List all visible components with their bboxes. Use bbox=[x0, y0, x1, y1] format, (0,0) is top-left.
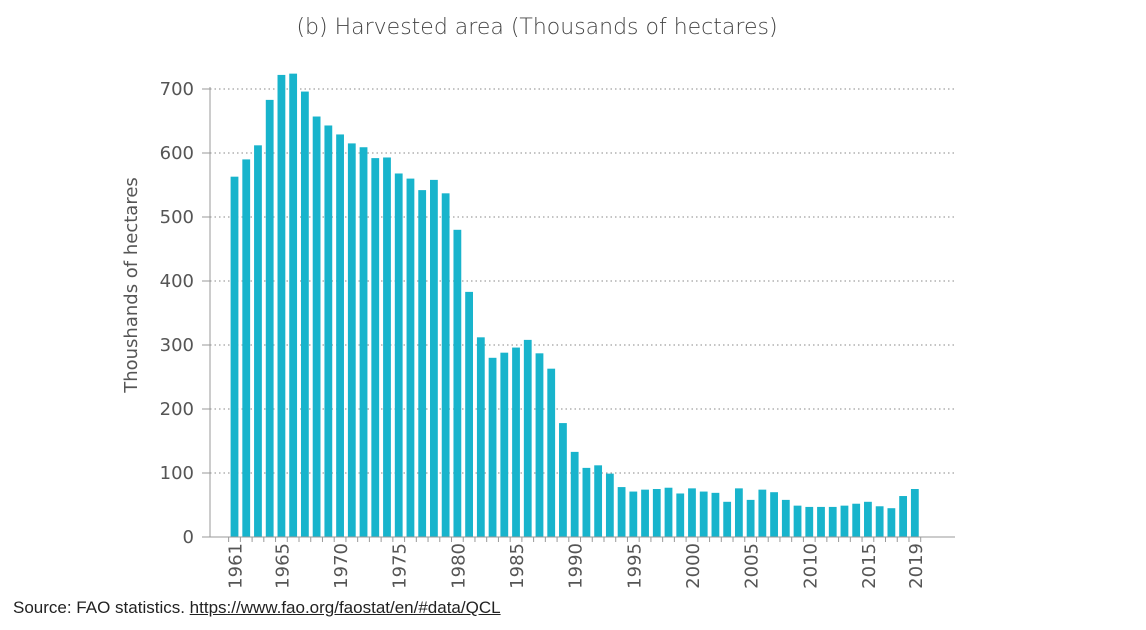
bar-1968 bbox=[312, 116, 321, 538]
chart: (b) Harvested area (Thousands of hectare… bbox=[121, 15, 955, 589]
bar-1983 bbox=[488, 357, 497, 537]
bar-1998 bbox=[664, 487, 673, 537]
x-tick-label: 1990 bbox=[566, 543, 587, 589]
x-tick-label: 1961 bbox=[226, 543, 247, 589]
y-tick-label: 0 bbox=[183, 527, 194, 548]
bar-1974 bbox=[383, 157, 391, 538]
x-tick-label: 1985 bbox=[507, 543, 528, 589]
bar-1992 bbox=[594, 465, 603, 537]
bar-2015 bbox=[864, 501, 872, 537]
bar-2010 bbox=[805, 506, 814, 537]
bar-1979 bbox=[441, 193, 450, 537]
bar-2017 bbox=[887, 508, 896, 537]
bar-1984 bbox=[500, 352, 509, 537]
bar-1977 bbox=[418, 190, 427, 537]
source-link[interactable]: https://www.fao.org/faostat/en/#data/QCL bbox=[189, 598, 501, 617]
bar-2016 bbox=[875, 506, 884, 537]
bar-1973 bbox=[371, 158, 380, 537]
x-tick-label: 2019 bbox=[906, 543, 927, 589]
bar-1962 bbox=[242, 159, 251, 537]
bar-1985 bbox=[512, 347, 520, 537]
y-axis-label: Thoushands of hectares bbox=[121, 177, 142, 394]
bar-2014 bbox=[852, 503, 861, 537]
bar-1965 bbox=[277, 74, 286, 538]
bar-1967 bbox=[300, 91, 309, 537]
x-tick-label: 1995 bbox=[624, 543, 645, 589]
bar-1963 bbox=[254, 145, 262, 537]
bar-1964 bbox=[265, 99, 274, 537]
bar-1976 bbox=[406, 178, 415, 537]
bar-1981 bbox=[465, 291, 473, 537]
bar-2008 bbox=[781, 499, 790, 537]
bar-1997 bbox=[652, 489, 661, 537]
bar-1982 bbox=[476, 337, 485, 537]
bar-1961 bbox=[230, 176, 239, 537]
bars bbox=[230, 73, 919, 538]
bar-2009 bbox=[793, 505, 802, 537]
x-tick-label: 2005 bbox=[742, 543, 763, 589]
bar-1978 bbox=[430, 179, 438, 537]
bar-1993 bbox=[605, 473, 614, 537]
bar-1971 bbox=[347, 143, 356, 537]
y-tick-label: 200 bbox=[160, 399, 194, 420]
bar-2000 bbox=[688, 488, 696, 537]
bar-1972 bbox=[359, 147, 368, 538]
y-tick-label: 500 bbox=[160, 207, 194, 228]
bar-1970 bbox=[336, 134, 344, 537]
y-tick-label: 300 bbox=[160, 335, 194, 356]
bar-1966 bbox=[289, 73, 298, 537]
bar-2001 bbox=[699, 491, 708, 537]
x-tick-label: 2000 bbox=[683, 543, 704, 589]
bar-1990 bbox=[570, 451, 579, 537]
y-tick-label: 100 bbox=[160, 463, 194, 484]
bar-2012 bbox=[828, 506, 837, 537]
source-text: Source: FAO statistics. bbox=[13, 598, 190, 617]
x-tick-label: 2015 bbox=[859, 543, 880, 589]
x-tick-label: 1970 bbox=[331, 543, 352, 589]
bar-2002 bbox=[711, 492, 720, 537]
chart-title: (b) Harvested area (Thousands of hectare… bbox=[296, 15, 777, 40]
grid-lines bbox=[210, 88, 955, 474]
y-tick-label: 400 bbox=[160, 271, 194, 292]
bar-2011 bbox=[817, 506, 825, 537]
bar-1996 bbox=[641, 489, 649, 537]
bar-1991 bbox=[582, 467, 591, 537]
bar-2013 bbox=[840, 505, 849, 537]
bar-1999 bbox=[676, 493, 685, 537]
bar-2007 bbox=[770, 492, 778, 537]
x-tick-label: 1965 bbox=[272, 543, 293, 589]
y-ticks: 0 100 200 300 400 500 600 700 bbox=[160, 79, 210, 548]
bar-1995 bbox=[629, 491, 638, 537]
bar-1989 bbox=[559, 423, 567, 537]
bar-1969 bbox=[324, 125, 333, 537]
bar-1994 bbox=[617, 487, 626, 537]
bar-2018 bbox=[899, 496, 908, 537]
bar-2005 bbox=[746, 499, 755, 537]
x-tick-label: 1975 bbox=[390, 543, 411, 589]
bar-1988 bbox=[547, 368, 556, 537]
y-tick-label: 700 bbox=[160, 79, 194, 100]
bar-1986 bbox=[523, 339, 532, 537]
bar-1980 bbox=[453, 229, 462, 538]
source-note: Source: FAO statistics. https://www.fao.… bbox=[13, 598, 501, 618]
bar-1975 bbox=[394, 173, 403, 538]
x-tick-label: 1980 bbox=[448, 543, 469, 589]
bar-2006 bbox=[758, 489, 767, 537]
bar-1987 bbox=[535, 353, 544, 537]
bar-2003 bbox=[723, 501, 732, 537]
x-tick-label: 2010 bbox=[800, 543, 821, 589]
x-ticks: 1961 1965 1970 1975 1980 1985 1990 1995 2000 2005… bbox=[226, 537, 927, 589]
y-tick-label: 600 bbox=[160, 143, 194, 164]
bar-2004 bbox=[734, 488, 743, 537]
bar-2019 bbox=[910, 489, 919, 537]
